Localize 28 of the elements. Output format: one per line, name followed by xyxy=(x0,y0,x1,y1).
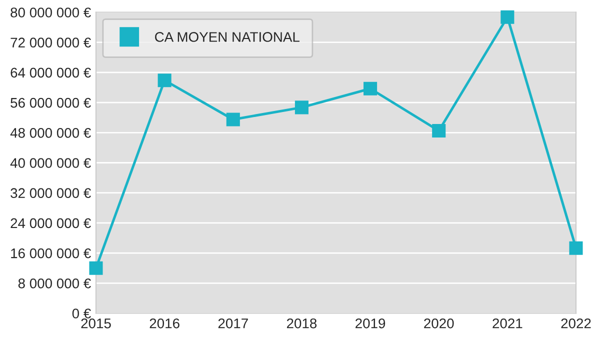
point xyxy=(89,261,103,275)
point xyxy=(158,74,172,88)
legend-label: CA MOYEN NATIONAL xyxy=(155,32,300,42)
y-tick-label: 8 000 000 € xyxy=(18,278,91,288)
point xyxy=(500,10,514,24)
point xyxy=(364,82,378,96)
y-tick-label: 24 000 000 € xyxy=(10,218,91,228)
x-tick-label: 2022 xyxy=(561,318,591,328)
point xyxy=(569,241,583,255)
y-tick-label: 64 000 000 € xyxy=(10,68,91,78)
x-tick-label: 2018 xyxy=(286,318,317,328)
point xyxy=(294,100,308,114)
y-tick-label: 80 000 000 € xyxy=(10,8,91,18)
y-tick-label: 16 000 000 € xyxy=(11,248,91,258)
y-tick-label: 0 € xyxy=(72,308,91,318)
x-tick-label: 2019 xyxy=(356,318,386,328)
y-tick-label: 72 000 000 € xyxy=(10,38,91,48)
point xyxy=(432,124,446,138)
x-tick-label: 2017 xyxy=(218,318,248,328)
x-tick-label: 2021 xyxy=(492,318,522,328)
point xyxy=(226,112,240,126)
y-tick-label: 40 000 000 € xyxy=(10,158,91,168)
y-tick-label: 48 000 000 € xyxy=(10,128,91,138)
x-tick-label: 2016 xyxy=(150,318,180,328)
y-tick-label: 32 000 000 € xyxy=(10,188,91,198)
x-tick-label: 2020 xyxy=(424,318,454,328)
y-tick-label: 56 000 000 € xyxy=(10,98,91,108)
x-tick-label: 2015 xyxy=(81,318,111,328)
